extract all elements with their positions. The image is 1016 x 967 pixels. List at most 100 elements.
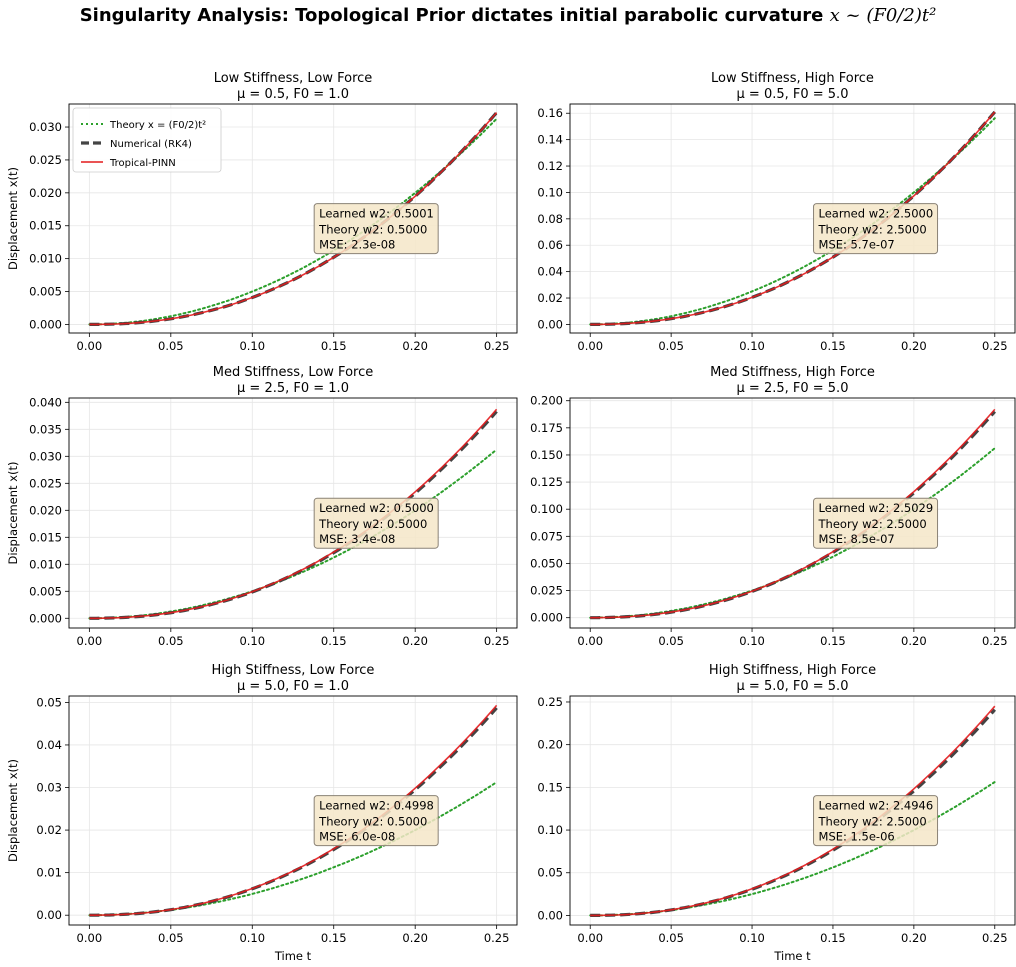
annotation-frame <box>813 795 939 847</box>
y-tick-label: 0.15 <box>537 780 563 794</box>
annotation-box: Learned w2: 0.5000 Theory w2: 0.5000MSE: … <box>313 497 439 549</box>
x-tick-label: 0.20 <box>901 339 927 353</box>
annotation-learned: Learned w2: 0.5000 <box>319 501 434 515</box>
pinn-line <box>89 704 498 917</box>
x-tick-label: 0.15 <box>820 634 846 648</box>
y-tick-label: 0.010 <box>29 252 62 266</box>
y-tick-label: 0.25 <box>537 695 563 709</box>
x-tick-label: 0.20 <box>402 931 428 945</box>
annotation-frame <box>813 497 939 549</box>
x-tick-label: 0.05 <box>158 339 184 353</box>
y-tick-label: 0.040 <box>29 395 62 409</box>
y-tick-label: 0.00 <box>537 908 563 922</box>
y-axis-label: Displacement x(t) <box>6 167 20 270</box>
x-tick-label: 0.20 <box>402 339 428 353</box>
x-tick-label: 0.15 <box>321 931 347 945</box>
y-axis-label: Displacement x(t) <box>6 759 20 862</box>
y-tick-label: 0.12 <box>537 159 563 173</box>
x-tick-label: 0.00 <box>77 931 103 945</box>
y-tick-label: 0.000 <box>29 317 62 331</box>
figure-title-text: Singularity Analysis: Topological Prior … <box>80 5 824 26</box>
annotation-frame <box>313 497 439 549</box>
annotation-theory: Theory w2: 0.5000 <box>318 815 427 829</box>
plot-frame <box>68 103 518 334</box>
y-tick-label: 0.04 <box>36 738 62 752</box>
x-tick-label: 0.25 <box>982 931 1008 945</box>
legend-label-theory: Theory x = (F0/2)t² <box>109 120 206 131</box>
x-tick-label: 0.05 <box>658 931 684 945</box>
annotation-box: Learned w2: 2.4946 Theory w2: 2.5000MSE: … <box>813 795 939 847</box>
annotation-learned: Learned w2: 2.5029 <box>819 501 934 515</box>
x-tick-label: 0.05 <box>158 634 184 648</box>
y-tick-label: 0.06 <box>537 238 563 252</box>
y-tick-label: 0.02 <box>36 823 62 837</box>
x-tick-label: 0.05 <box>658 339 684 353</box>
x-axis-label: Time t <box>773 949 811 963</box>
y-tick-label: 0.01 <box>36 866 62 880</box>
plot-area <box>570 696 1015 925</box>
y-tick-label: 0.02 <box>537 291 563 305</box>
series-group <box>589 705 996 918</box>
annotation-theory: Theory w2: 2.5000 <box>818 223 927 237</box>
annotation-mse: MSE: 8.5e-07 <box>819 532 895 546</box>
panel-subtitle: μ = 2.5, F0 = 5.0 <box>737 381 849 396</box>
x-tick-label: 0.10 <box>739 634 765 648</box>
x-tick-label: 0.25 <box>484 931 510 945</box>
y-tick-label: 0.030 <box>29 449 62 463</box>
y-tick-label: 0.005 <box>29 285 62 299</box>
panel-subtitle: μ = 5.0, F0 = 1.0 <box>237 679 349 694</box>
legend: Theory x = (F0/2)t² Numerical (RK4) Tropic… <box>72 107 222 173</box>
panel-1: 0.00 0.05 0.10 0.15 0.20 0.25 0.000 0.005 0.010 0… <box>6 71 518 353</box>
panel-subtitle: μ = 0.5, F0 = 1.0 <box>237 87 349 102</box>
annotation-box: Learned w2: 0.4998 Theory w2: 0.5000MSE: … <box>313 795 439 847</box>
y-tick-label: 0.150 <box>530 448 563 462</box>
x-tick-label: 0.20 <box>901 634 927 648</box>
plot-frame <box>569 397 1016 629</box>
y-tick-label: 0.000 <box>29 611 62 625</box>
y-tick-label: 0.015 <box>29 530 62 544</box>
y-tick-label: 0.020 <box>29 503 62 517</box>
plot-area <box>69 696 517 925</box>
y-tick-label: 0.030 <box>29 120 62 134</box>
x-tick-label: 0.15 <box>820 931 846 945</box>
x-tick-label: 0.20 <box>402 634 428 648</box>
x-tick-label: 0.00 <box>77 634 103 648</box>
annotation-box: Learned w2: 0.5001 Theory w2: 0.5000MSE: … <box>313 203 439 255</box>
y-tick-label: 0.125 <box>530 475 563 489</box>
x-tick-label: 0.10 <box>239 931 265 945</box>
x-tick-label: 0.00 <box>577 339 603 353</box>
y-tick-label: 0.10 <box>537 823 563 837</box>
panel-subtitle: μ = 2.5, F0 = 1.0 <box>237 381 349 396</box>
y-tick-label: 0.020 <box>29 186 62 200</box>
annotation-mse: MSE: 5.7e-07 <box>819 238 895 252</box>
y-tick-label: 0.04 <box>537 265 563 279</box>
y-tick-label: 0.025 <box>530 584 563 598</box>
legend-label-pinn: Tropical-PINN <box>109 158 176 169</box>
x-tick-label: 0.15 <box>820 339 846 353</box>
x-tick-label: 0.25 <box>982 339 1008 353</box>
x-tick-label: 0.25 <box>484 634 510 648</box>
y-tick-label: 0.175 <box>530 421 563 435</box>
panel-subtitle: μ = 5.0, F0 = 5.0 <box>737 679 849 694</box>
panel-3: 0.00 0.05 0.10 0.15 0.20 0.25 0.000 0.005 0.010 0… <box>6 365 518 648</box>
annotation-mse: MSE: 6.0e-08 <box>319 830 395 844</box>
plot-frame <box>569 695 1016 926</box>
y-tick-label: 0.015 <box>29 219 62 233</box>
series-group <box>589 110 997 326</box>
annotation-learned: Learned w2: 0.4998 <box>319 799 434 813</box>
annotation-learned: Learned w2: 2.4946 <box>819 799 934 813</box>
panels: 0.00 0.05 0.10 0.15 0.20 0.25 0.000 0.005 0.010 0… <box>6 71 1016 963</box>
y-tick-label: 0.005 <box>29 584 62 598</box>
annotation-mse: MSE: 1.5e-06 <box>819 830 895 844</box>
y-tick-label: 0.05 <box>36 695 62 709</box>
panel-title: Med Stiffness, Low Force <box>213 365 373 380</box>
x-tick-label: 0.00 <box>577 634 603 648</box>
x-tick-label: 0.10 <box>239 634 265 648</box>
y-tick-label: 0.075 <box>530 529 563 543</box>
theory-line <box>88 117 498 326</box>
x-tick-label: 0.05 <box>658 634 684 648</box>
figure-title-math: x ~ (F0/2)t² <box>830 5 937 26</box>
x-tick-label: 0.25 <box>982 634 1008 648</box>
y-tick-label: 0.025 <box>29 476 62 490</box>
y-tick-label: 0.03 <box>36 781 62 795</box>
